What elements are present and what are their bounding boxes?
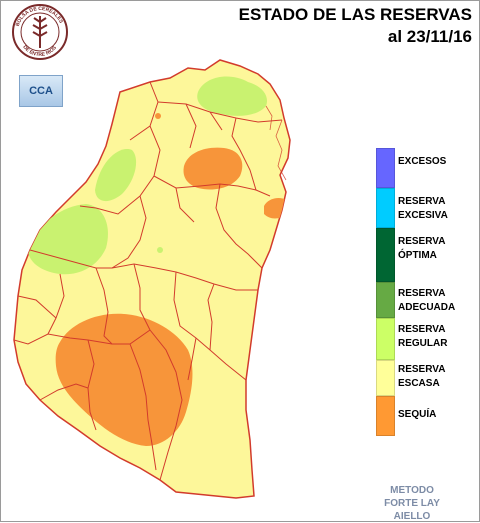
legend-label-reserva-optima: RESERVA ÓPTIMA: [398, 236, 446, 261]
title-line-1: ESTADO DE LAS RESERVAS: [238, 5, 472, 24]
zone-sequia-north: [183, 147, 243, 190]
legend-label-reserva-regular: RESERVA REGULAR: [398, 324, 448, 349]
bolsa-cereales-seal-logo: BOLSA DE CEREALES DE ENTRE RIOS: [12, 4, 68, 60]
legend-item-reserva-excesiva: RESERVA EXCESIVA: [376, 188, 466, 228]
legend-swatch-sequia: [376, 396, 395, 436]
cca-logo-text: CCA: [29, 85, 53, 97]
method-line-1: METODO: [390, 485, 434, 496]
method-caption: METODO FORTE LAY AIELLO: [372, 484, 452, 523]
zone-regular-southwest: [27, 204, 108, 275]
legend-swatch-reserva-escasa: [376, 360, 395, 396]
department-borders: [13, 81, 283, 481]
legend-item-excesos: EXCESOS: [376, 148, 466, 188]
river-lines: [265, 105, 287, 181]
legend-label-excesos: EXCESOS: [398, 156, 447, 167]
zone-regular-west: [95, 149, 137, 202]
method-line-2: FORTE LAY: [384, 498, 440, 509]
legend-item-reserva-optima: RESERVA ÓPTIMA: [376, 228, 466, 282]
zone-sequia-east: [264, 198, 286, 219]
cca-logo: CCA: [19, 75, 63, 107]
zone-regular-spot: [157, 247, 163, 253]
page-title: ESTADO DE LAS RESERVAS al 23/11/16: [239, 4, 472, 48]
legend-swatch-reserva-adecuada: [376, 282, 395, 318]
legend-item-sequia: SEQUÍA: [376, 396, 466, 436]
legend-label-sequia: SEQUÍA: [398, 409, 437, 420]
legend-label-reserva-excesiva: RESERVA EXCESIVA: [398, 196, 448, 221]
method-line-3: AIELLO: [393, 511, 431, 522]
legend-label-reserva-escasa: RESERVA ESCASA: [398, 364, 446, 389]
zone-sequia-spot: [155, 113, 161, 119]
title-line-2: al 23/11/16: [387, 27, 472, 46]
legend-swatch-reserva-excesiva: [376, 188, 395, 228]
legend-item-reserva-escasa: RESERVA ESCASA: [376, 360, 466, 396]
legend-label-reserva-adecuada: RESERVA ADECUADA: [398, 288, 456, 313]
legend-swatch-reserva-optima: [376, 228, 395, 282]
legend-item-reserva-regular: RESERVA REGULAR: [376, 318, 466, 360]
legend-swatch-reserva-regular: [376, 318, 395, 360]
legend-item-reserva-adecuada: RESERVA ADECUADA: [376, 282, 466, 318]
legend-swatch-excesos: [376, 148, 395, 188]
zone-regular-north: [197, 76, 268, 116]
